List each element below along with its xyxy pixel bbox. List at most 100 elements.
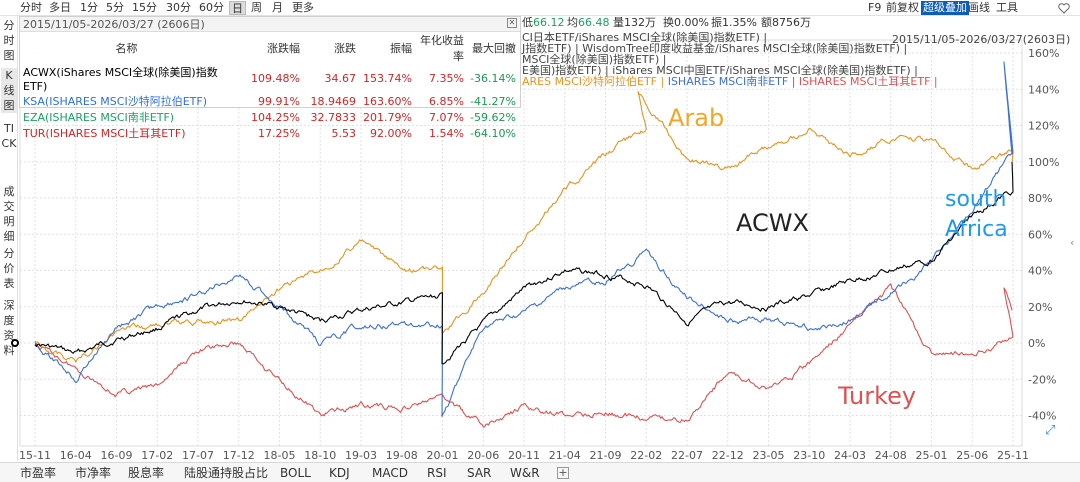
legend-annual: 6.85% (429, 94, 464, 108)
overlay-text-1: CI日本ETF/iShares MSCI全球(除美国)指数ETF) | (522, 31, 768, 44)
annotation-arab: Arab (668, 104, 725, 132)
fullscreen-icon[interactable]: ⤢ (1045, 423, 1056, 438)
overlay-text-3: MSCI全球(除美国)指数ETF) | (522, 53, 667, 66)
range-label: 2015/11/05-2026/03/27(2603日) (892, 33, 1071, 46)
tools-button[interactable]: 工具 (996, 1, 1018, 14)
legend-row[interactable]: TUR(ISHARES MSCI土耳其ETF) 17.25% 5.53 92.0… (20, 125, 520, 141)
col-drawdown: 最大回撤 (472, 42, 516, 55)
x-tick-label: 22-02 (630, 449, 662, 462)
chart-grid (19, 39, 1023, 447)
heart-icon[interactable] (1058, 3, 1070, 14)
y-axis: 160% 140% 120% 100% 80% 60% 40% 20% 0% -20% -40% (1028, 47, 1059, 423)
period-tab-more[interactable]: 更多 (292, 1, 314, 14)
left-nav: 分时图 K线图 TICK 成交明细 分价表 深度资料 (0, 16, 18, 461)
x-tick-label: 25-11 (997, 449, 1029, 462)
add-tab-icon[interactable]: + (557, 466, 569, 479)
y-tick-label: 160% (1028, 47, 1059, 60)
tab-boll[interactable]: BOLL (280, 466, 311, 480)
col-change-pct: 涨跌幅 (267, 42, 300, 55)
legend-change-pct: 104.25% (251, 110, 300, 124)
x-axis: 15-11 16-04 16-09 17-02 17-07 17-12 18-05 18-10… (19, 449, 1029, 462)
tab-dividend[interactable]: 股息率 (128, 466, 165, 480)
x-tick-label: 17-07 (182, 449, 214, 462)
period-tab-15min[interactable]: 15分 (132, 1, 157, 14)
tab-kdj[interactable]: KDJ (329, 466, 350, 480)
legend-amplitude: 92.00% (370, 126, 412, 140)
period-tab-multiday[interactable]: 多日 (49, 1, 71, 14)
legend-change-pct: 99.91% (258, 94, 300, 108)
tab-macd[interactable]: MACD (372, 466, 408, 480)
nav-deals[interactable]: 成交明细 (3, 185, 15, 243)
price-adjust-button[interactable]: 前复权 (886, 1, 919, 14)
overlay-text-4: E美国)指数ETF) | iShares MSCI中国ETF/iShares M… (522, 64, 918, 77)
y-tick-label: 40% (1028, 265, 1052, 278)
x-tick-label: 20-11 (508, 449, 540, 462)
y-tick-label: -20% (1028, 373, 1056, 386)
annotation-acwx: ACWX (736, 209, 809, 237)
nav-tick[interactable]: TICK (1, 122, 17, 150)
x-tick-label: 19-08 (386, 449, 418, 462)
period-tab-30min[interactable]: 30分 (166, 1, 191, 14)
annotation-africa: Africa (945, 217, 1008, 242)
col-amplitude: 振幅 (390, 42, 412, 55)
y-tick-label: 120% (1028, 120, 1059, 133)
period-tab-month[interactable]: 月 (272, 1, 283, 14)
x-tick-label: 25-06 (956, 449, 988, 462)
legend-row[interactable]: KSA(ISHARES MSCI沙特阿拉伯ETF) 99.91% 18.9469… (20, 93, 520, 109)
y-tick-label: 140% (1028, 83, 1059, 96)
period-tab-minute[interactable]: 分时 (20, 1, 42, 14)
overlay-tur: ISHARES MSCI土耳其ETF | (798, 75, 938, 88)
stat-amplitude: 振1.35% (711, 16, 757, 29)
y-tick-label: 20% (1028, 301, 1052, 314)
nav-timeshare[interactable]: 分时图 (3, 19, 15, 62)
series-line-tur (34, 283, 1014, 428)
nav-price-table[interactable]: 分价表 (3, 247, 15, 290)
close-icon[interactable]: ✕ (507, 18, 517, 28)
legend-row[interactable]: ACWX(iShares MSCI全球(除美国)指数ETF) 109.48% 3… (20, 64, 520, 93)
stat-amount: 额8756万 (761, 16, 811, 29)
legend-annual: 1.54% (429, 126, 464, 140)
legend-drawdown: -41.27% (470, 94, 516, 108)
period-tab-5min[interactable]: 5分 (106, 1, 124, 14)
chart-series (34, 61, 1014, 428)
tab-pb[interactable]: 市净率 (75, 466, 112, 480)
tab-sar[interactable]: SAR (467, 466, 492, 480)
draw-line-button[interactable]: 画线 (968, 1, 990, 14)
stat-low: 低66.12 (522, 16, 565, 29)
legend-change-pct: 17.25% (258, 126, 300, 140)
legend-drawdown: -36.14% (470, 72, 516, 85)
series-line-acwx (34, 161, 1014, 365)
tab-pe[interactable]: 市盈率 (20, 466, 57, 480)
price-chart[interactable]: 160% 140% 120% 100% 80% 60% 40% 20% 0% -20% -40% 1… (0, 0, 1080, 462)
super-overlay-button[interactable]: 超级叠加 (921, 1, 969, 15)
nav-deep-info[interactable]: 深度资料 (3, 299, 15, 357)
cursor-marker-icon[interactable] (11, 339, 19, 347)
overlay-text-5: ARES MSCI沙特阿拉伯ETF | ISHARES MSCI南非ETF | … (522, 76, 938, 87)
period-tab-1min[interactable]: 1分 (80, 1, 98, 14)
x-tick-label: 24-08 (875, 449, 907, 462)
x-tick-label: 21-09 (590, 449, 622, 462)
x-tick-label: 20-06 (467, 449, 499, 462)
legend-name: ACWX(iShares MSCI全球(除美国)指数ETF) (23, 66, 218, 93)
legend-change: 18.9469 (310, 94, 357, 108)
legend-row[interactable]: EZA(ISHARES MSCI南非ETF) 104.25% 32.7833 2… (20, 109, 520, 125)
x-tick-label: 20-01 (427, 449, 459, 462)
x-tick-label: 15-11 (19, 449, 51, 462)
y-tick-label: 0% (1028, 337, 1045, 350)
tab-wr[interactable]: W&R (510, 466, 540, 480)
y-tick-label: 100% (1028, 156, 1059, 169)
period-tab-day[interactable]: 日 (229, 1, 246, 15)
period-tab-60min[interactable]: 60分 (199, 1, 224, 14)
y-tick-label: 80% (1028, 192, 1052, 205)
x-tick-label: 16-04 (60, 449, 92, 462)
legend-change: 32.7833 (310, 110, 357, 124)
overlay-ksa: ARES MSCI沙特阿拉伯ETF | (522, 75, 665, 88)
period-tab-week[interactable]: 周 (251, 1, 262, 14)
tab-northbound[interactable]: 陆股通持股占比 (184, 466, 269, 480)
stat-volume: 量132万 (613, 16, 656, 29)
overlay-text-2: J指数ETF) | WisdomTree印度收益基金/iShares MSCI全… (522, 42, 908, 55)
tab-rsi[interactable]: RSI (427, 466, 447, 480)
f9-button[interactable]: F9 (868, 1, 882, 14)
nav-kline[interactable]: K线图 (1, 68, 17, 113)
collapse-handle-icon[interactable]: ‹ (1070, 236, 1075, 249)
